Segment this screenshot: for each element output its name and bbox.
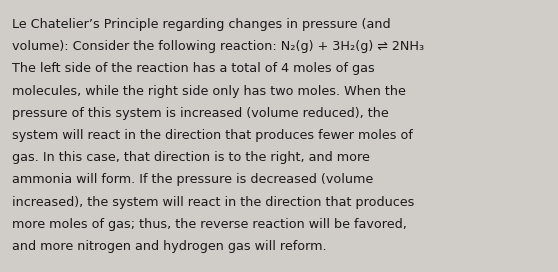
Text: pressure of this system is increased (volume reduced), the: pressure of this system is increased (vo… xyxy=(12,107,389,120)
Text: ammonia will form. If the pressure is decreased (volume: ammonia will form. If the pressure is de… xyxy=(12,174,373,186)
Text: gas. In this case, that direction is to the right, and more: gas. In this case, that direction is to … xyxy=(12,151,370,164)
Text: The left side of the reaction has a total of 4 moles of gas: The left side of the reaction has a tota… xyxy=(12,62,375,75)
Text: molecules, while the right side only has two moles. When the: molecules, while the right side only has… xyxy=(12,85,406,98)
Text: system will react in the direction that produces fewer moles of: system will react in the direction that … xyxy=(12,129,413,142)
Text: and more nitrogen and hydrogen gas will reform.: and more nitrogen and hydrogen gas will … xyxy=(12,240,326,253)
Text: more moles of gas; thus, the reverse reaction will be favored,: more moles of gas; thus, the reverse rea… xyxy=(12,218,407,231)
Text: increased), the system will react in the direction that produces: increased), the system will react in the… xyxy=(12,196,415,209)
Text: volume): Consider the following reaction: N₂(g) + 3H₂(g) ⇌ 2NH₃: volume): Consider the following reaction… xyxy=(12,40,424,53)
Text: Le Chatelier’s Principle regarding changes in pressure (and: Le Chatelier’s Principle regarding chang… xyxy=(12,18,391,31)
